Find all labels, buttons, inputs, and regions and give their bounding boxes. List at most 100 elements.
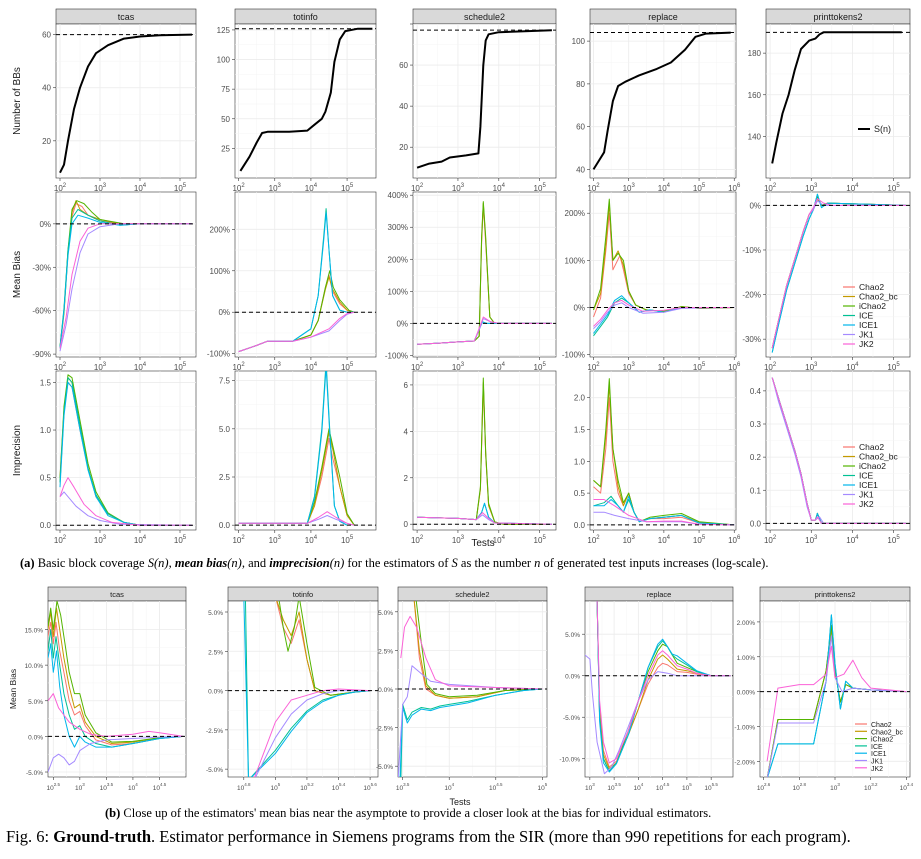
row-a1-schedule2-ytick-label-0: 20	[399, 143, 408, 152]
row-a1-totinfo-series	[235, 27, 376, 172]
row-a3-replace-ytick-label-2: 1.0	[574, 457, 586, 466]
row-a1-replace-ytick-label-0: 40	[576, 165, 585, 174]
row-b-totinfo-xtick-label-2: 105.2	[300, 782, 314, 792]
row-a3-schedule2-xtick-label-0: 102	[411, 535, 424, 545]
row-b-tcas-xtick-label-2: 103.5	[100, 782, 114, 792]
row-a2-tcas-line-jk2	[59, 223, 192, 349]
row-a2-legend-label-chao2: Chao2	[859, 282, 884, 292]
row-a1-replace-ytick-label-1: 60	[576, 123, 585, 132]
row-a1-replace-xtick-label-1: 103	[623, 183, 636, 193]
row-a1-replace-xtick-label-0: 102	[587, 183, 600, 193]
row-a2-printtokens2-ytick-label-2: -10%	[742, 246, 761, 255]
row-a2-schedule2-xtick-label-0: 102	[411, 362, 424, 372]
row-a1-printtokens2-series	[766, 31, 910, 164]
row-b-legend-label-ichao2: iChao2	[871, 737, 893, 744]
row-a3-printtokens2-xtick-label-0: 102	[764, 535, 777, 545]
row-a2-totinfo-xtick-label-2: 104	[305, 362, 318, 372]
row-a1-tcas-xtick-label-3: 105	[174, 183, 187, 193]
row-a2-replace-xtick-label-0: 102	[587, 362, 600, 372]
row-a1-totinfo-xtick-label-1: 103	[269, 183, 282, 193]
row-a3-tcas-ytick-label-3: 1.5	[40, 378, 52, 387]
row-a1-schedule2-panel: schedule2 20 40 60 102 103 104 105	[399, 8, 557, 193]
row-a1-tcas-ytick-label-1: 40	[42, 84, 51, 93]
row-b-tcas-grid	[48, 601, 186, 777]
row-a2-replace-ytick-label-2: 100%	[565, 256, 585, 265]
row-a2-replace-xtick-label-4: 106	[728, 362, 741, 372]
row-a3-legend-label-ichao2: iChao2	[859, 461, 886, 471]
row-a1-tcas-background	[55, 23, 197, 179]
row-a2-schedule2-xtick-label-2: 104	[493, 362, 506, 372]
row-a2-tcas-ytick-label-1: -60%	[32, 307, 51, 316]
row-a1-tcas-ytick-label-2: 60	[42, 31, 51, 40]
row-a1-tcas-ytick-label-0: 20	[42, 137, 51, 146]
row-a1-schedule2-xtick-label-2: 104	[493, 183, 506, 193]
row-a3-printtokens2-series	[766, 377, 910, 524]
row-a2-tcas-xtick-label-1: 103	[94, 362, 107, 372]
row-b-tcas-xtick-label-1: 103	[75, 782, 85, 792]
row-a1-printtokens2-xtick-label-1: 103	[805, 183, 818, 193]
caption-b: (b) Close up of the estimators' mean bia…	[105, 806, 711, 821]
row-a2-legend-label-ice: ICE	[859, 311, 874, 321]
row-a2-totinfo-panel: -100% 0% 100% 200% 102 103 104 105	[207, 191, 377, 372]
row-b-tcas-line-jk2	[48, 693, 184, 737]
row-b-totinfo-ytick-label-3: 2.5%	[208, 649, 223, 656]
row-b-totinfo-strip-label: totinfo	[293, 590, 313, 599]
row-b-schedule2-xtick-label-2: 104.5	[489, 782, 503, 792]
row-a1-totinfo-strip-label: totinfo	[293, 12, 318, 22]
row-a1-tcas-xtick-label-2: 104	[134, 183, 147, 193]
row-b-schedule2-ytick-label-1: -2.5%	[376, 726, 393, 733]
row-b-replace-ytick-label-2: 0.0%	[565, 674, 580, 681]
row-a2-tcas-panel: -90% -60% -30% 0% 102 103 104 105	[32, 191, 197, 372]
row-a3-schedule2-series	[413, 377, 556, 525]
row-a3-schedule2-xtick-label-2: 104	[493, 535, 506, 545]
row-b-replace-line-ice	[596, 601, 731, 772]
row-a3-printtokens2-background	[765, 370, 911, 531]
row-a3-schedule2-ytick-label-2: 4	[404, 427, 409, 436]
row-b-printtokens2-panel: printtokens2 -2.00% -1.00% 0.00% 1.00% 2.00% 1…	[734, 586, 914, 792]
row-a3-tcas-line-ice1	[59, 381, 192, 526]
row-a1-printtokens2-panel: printtokens2 140 160 180 102 103 104 105	[748, 8, 911, 193]
row-b-replace-line-ice1	[596, 601, 731, 773]
row-a1-replace-xtick-label-3: 105	[693, 183, 706, 193]
row-a2-totinfo-background	[234, 191, 377, 358]
row-a1-printtokens2-ytick-label-0: 140	[748, 132, 762, 141]
row-b-schedule2-line-ichao2	[415, 601, 543, 698]
row-a2-totinfo-ytick-label-0: -100%	[207, 350, 230, 359]
row-b-printtokens2-series	[760, 614, 910, 777]
row-a2-totinfo-xtick-label-0: 102	[232, 362, 245, 372]
row-b-schedule2-strip-label: schedule2	[455, 590, 489, 599]
row-a2-replace-xtick-label-1: 103	[623, 362, 636, 372]
row-b-tcas-ytick-label-0: -5.0%	[26, 770, 43, 777]
row-a1-schedule2-grid	[413, 24, 556, 178]
row-b-tcas-panel: tcas -5.0% 0.0% 5.0% 10.0% 15.0% 102.5 103 103.5…	[25, 586, 187, 792]
row-b-schedule2-ytick-label-0: -5.0%	[376, 764, 393, 771]
row-a2-printtokens2-xtick-label-2: 104	[846, 362, 859, 372]
row-b-legend-label-ice: ICE	[871, 744, 883, 751]
row-a2-legend-label-ice1: ICE1	[859, 320, 878, 330]
row-a1-totinfo-ytick-label-2: 75	[221, 85, 230, 94]
row-a3-schedule2-line-jk2	[417, 512, 552, 525]
row-a3-schedule2-ytick-label-0: 0	[404, 520, 409, 529]
row-a2-totinfo-line-jk2	[238, 311, 355, 353]
row-a2-printtokens2-background	[765, 191, 911, 358]
row-b-printtokens2-line-jk2	[766, 645, 907, 762]
row-a1-legend-label-s-n: S(n)	[874, 124, 891, 134]
row-a1-totinfo-xtick-label-0: 102	[232, 183, 245, 193]
row-a2-legend-label-jk1: JK1	[859, 330, 874, 340]
row-a3-legend-label-ice: ICE	[859, 471, 874, 481]
row-b-xlabel: Tests	[449, 797, 471, 805]
row-a3-printtokens2-panel: 0.0 0.1 0.2 0.3 0.4 102 103 104 105	[750, 370, 911, 545]
row-a1-schedule2-series	[413, 29, 556, 169]
row-b-totinfo-ytick-label-1: -2.5%	[206, 728, 223, 735]
row-b-printtokens2-xtick-label-3: 103.2	[864, 782, 878, 792]
row-a1-replace-series	[590, 31, 736, 170]
row-b-printtokens2-ytick-label-4: 2.00%	[737, 620, 756, 627]
row-a3-printtokens2-line-jk1	[771, 377, 906, 524]
row-b-schedule2-series	[398, 601, 547, 777]
row-b-printtokens2-ytick-label-2: 0.00%	[737, 690, 756, 697]
row-a1-totinfo-background	[234, 23, 377, 179]
row-a2-replace-line-ichao2	[593, 198, 735, 312]
row-a3-totinfo-series	[235, 371, 376, 526]
row-b-replace-xtick-label-5: 105.5	[704, 782, 718, 792]
row-a3-replace-xtick-label-4: 106	[728, 535, 741, 545]
